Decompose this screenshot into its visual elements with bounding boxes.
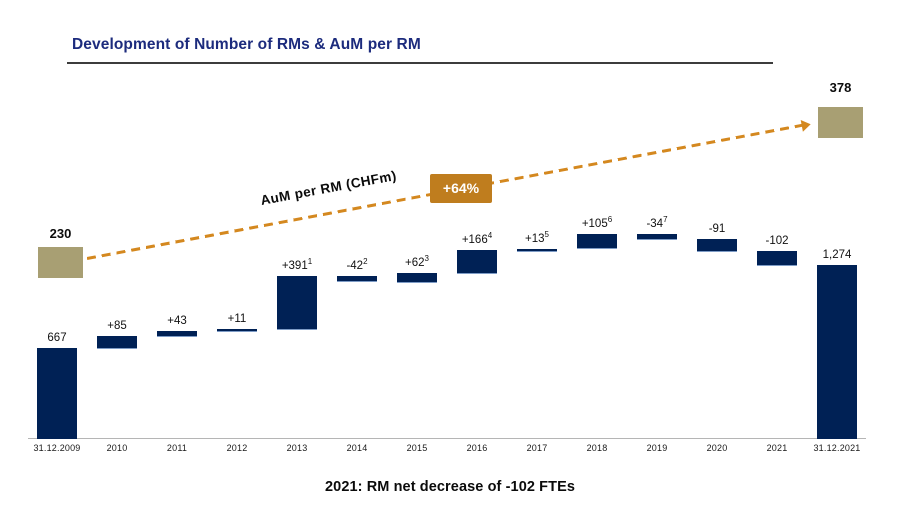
x-axis-label: 2017 (526, 443, 548, 453)
aum-start-value: 230 (49, 226, 72, 241)
x-axis-label: 2018 (586, 443, 608, 453)
bar-value-text: 667 (47, 332, 67, 344)
bar-value-text: -42 (346, 259, 364, 272)
x-axis-label: 2020 (706, 443, 728, 453)
footnote-superscript: 6 (607, 215, 613, 225)
waterfall-bar-31.12.2021 (817, 265, 857, 439)
footnote-text: 2021: RM net decrease of -102 FTEs (325, 479, 575, 495)
waterfall-bar-2016 (457, 250, 497, 274)
bar-value-text: -102 (765, 235, 789, 248)
x-axis-label: 2014 (346, 443, 368, 453)
bar-value-text: +105 (581, 218, 608, 231)
footnote-superscript: 7 (663, 215, 668, 225)
waterfall-bar-2011 (157, 330, 197, 338)
x-axis-label: 2010 (106, 443, 128, 453)
aum-change-badge: +64% (430, 174, 492, 203)
x-axis-label: 2013 (286, 443, 308, 453)
bar-value-label: 667 (25, 331, 89, 345)
waterfall-bar-31.12.2009 (37, 348, 77, 439)
bar-value-label: -422 (325, 256, 389, 273)
footnote-superscript: 5 (544, 229, 549, 239)
waterfall-bar-2020 (697, 238, 737, 253)
bar-value-text: -34 (646, 218, 664, 231)
waterfall-bar-2013 (277, 275, 317, 330)
title-underline (67, 62, 773, 64)
bar-value-text: +85 (107, 320, 127, 333)
waterfall-bar-2015 (397, 273, 437, 283)
footnote-superscript: 2 (363, 256, 368, 266)
bar-value-label: +623 (385, 254, 449, 270)
x-axis-label: 31.12.2021 (813, 443, 861, 453)
bar-value-text: +11 (227, 313, 247, 325)
bar-value-label: -347 (625, 215, 689, 231)
aum-start-marker (38, 247, 83, 278)
footnote-superscript: 3 (424, 254, 429, 264)
bar-value-label: +1056 (565, 215, 629, 231)
bar-value-label: -91 (685, 222, 749, 236)
bar-value-label: +1664 (445, 231, 509, 247)
x-axis-line (28, 438, 866, 439)
waterfall-bar-2010 (97, 336, 137, 349)
aum-end-marker (818, 107, 863, 138)
arrow-head-icon (800, 117, 812, 131)
aum-end-value: 378 (829, 80, 852, 95)
waterfall-bar-2012 (217, 329, 257, 332)
bar-value-text: +62 (405, 257, 425, 269)
bar-value-label: 1,274 (805, 248, 869, 262)
aum-line-label: AuM per RM (CHFm) (259, 167, 398, 208)
bar-value-label: +43 (145, 314, 209, 328)
waterfall-bar-2017 (517, 248, 557, 252)
x-axis-label: 2019 (646, 443, 668, 453)
aum-trend-dashed-arrow (86, 117, 812, 260)
x-axis-label: 31.12.2009 (33, 443, 81, 453)
footnote-superscript: 1 (307, 256, 313, 266)
bar-value-label: +3911 (265, 256, 329, 273)
bar-value-text: 1,274 (822, 249, 852, 262)
bar-value-label: -102 (745, 234, 809, 248)
bar-value-text: +43 (167, 314, 187, 327)
x-axis-label: 2016 (466, 443, 488, 453)
footnote-superscript: 4 (487, 231, 493, 241)
waterfall-bar-2021 (757, 251, 797, 267)
waterfall-bar-2018 (577, 234, 617, 250)
waterfall-bar-2014 (337, 275, 377, 283)
bar-value-text: +166 (461, 234, 488, 247)
x-axis-label: 2015 (406, 443, 428, 453)
x-axis-label: 2011 (166, 443, 188, 453)
bar-value-text: -91 (708, 222, 726, 235)
bar-value-label: +11 (205, 312, 269, 326)
page-title: Development of Number of RMs & AuM per R… (72, 36, 421, 53)
bar-value-text: +13 (525, 232, 545, 245)
x-axis-label: 2012 (226, 443, 248, 453)
x-axis-label: 2021 (766, 443, 788, 453)
waterfall-bar-2019 (637, 234, 677, 240)
bar-value-label: +85 (85, 319, 149, 333)
bar-value-label: +135 (505, 229, 569, 246)
bar-value-text: +391 (281, 259, 308, 272)
